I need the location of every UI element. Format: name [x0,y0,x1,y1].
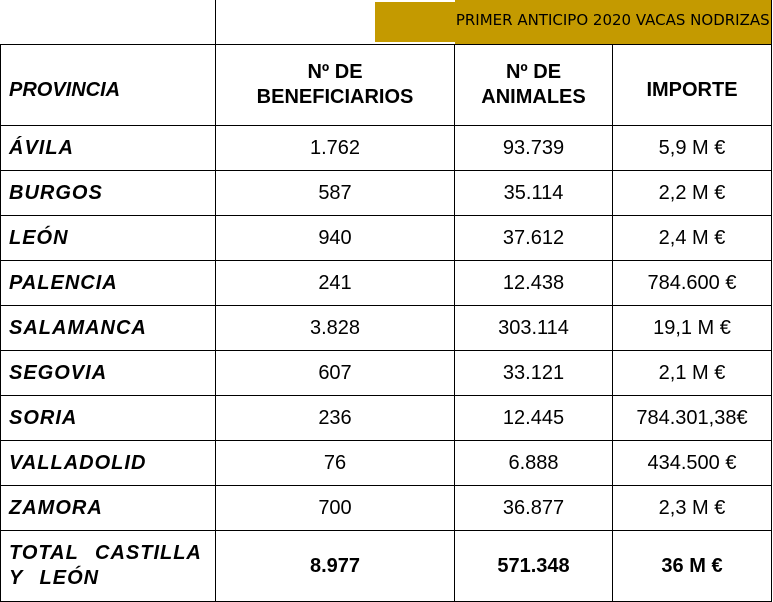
row-importe: 2,3 M € [612,485,772,531]
total-beneficiarios: 8.977 [215,530,455,602]
table-row: SALAMANCA 3.828 303.114 19,1 M € [0,305,772,351]
row-provincia: VALLADOLID [0,440,216,486]
banner-left-fill [375,2,455,42]
banner-container [215,0,455,45]
table-row: ÁVILA 1.762 93.739 5,9 M € [0,125,772,171]
total-provincia-line1: TOTAL CASTILLA [9,542,202,564]
row-provincia: SORIA [0,395,216,441]
table-row: BURGOS 587 35.114 2,2 M € [0,170,772,216]
row-animales: 36.877 [454,485,613,531]
row-beneficiarios: 1.762 [215,125,455,171]
row-animales: 93.739 [454,125,613,171]
total-importe: 36 M € [612,530,772,602]
header-beneficiarios-line2: BENEFICIARIOS [256,86,414,108]
row-provincia: ZAMORA [0,485,216,531]
row-importe: 2,1 M € [612,350,772,396]
banner-row: PRIMER ANTICIPO 2020 VACAS NODRIZAS [0,0,772,45]
row-animales: 12.445 [454,395,613,441]
row-beneficiarios: 76 [215,440,455,486]
header-row: PROVINCIA Nº DE BENEFICIARIOS Nº DE ANIM… [0,44,772,126]
row-animales: 33.121 [454,350,613,396]
header-beneficiarios: Nº DE BENEFICIARIOS [215,44,455,126]
table-row: ZAMORA 700 36.877 2,3 M € [0,485,772,531]
table-row: VALLADOLID 76 6.888 434.500 € [0,440,772,486]
row-importe: 19,1 M € [612,305,772,351]
row-animales: 303.114 [454,305,613,351]
row-animales: 6.888 [454,440,613,486]
row-beneficiarios: 700 [215,485,455,531]
row-provincia: PALENCIA [0,260,216,306]
table-row: PALENCIA 241 12.438 784.600 € [0,260,772,306]
row-provincia: SALAMANCA [0,305,216,351]
row-importe: 2,4 M € [612,215,772,261]
row-animales: 12.438 [454,260,613,306]
banner-gap [216,2,375,42]
banner-title: PRIMER ANTICIPO 2020 VACAS NODRIZAS [455,11,770,29]
row-beneficiarios: 940 [215,215,455,261]
banner-title-cell: PRIMER ANTICIPO 2020 VACAS NODRIZAS [454,0,772,45]
header-beneficiarios-line1: Nº DE [307,61,363,83]
table-row: SEGOVIA 607 33.121 2,1 M € [0,350,772,396]
header-provincia: PROVINCIA [0,44,216,126]
header-animales: Nº DE ANIMALES [454,44,613,126]
row-importe: 2,2 M € [612,170,772,216]
blank-cell [0,0,216,45]
row-animales: 35.114 [454,170,613,216]
table-row: SORIA 236 12.445 784.301,38€ [0,395,772,441]
table-body: ÁVILA 1.762 93.739 5,9 M € BURGOS 587 35.114 2,… [0,125,772,531]
row-importe: 5,9 M € [612,125,772,171]
row-beneficiarios: 236 [215,395,455,441]
row-provincia: LEÓN [0,215,216,261]
row-beneficiarios: 607 [215,350,455,396]
row-beneficiarios: 241 [215,260,455,306]
total-animales: 571.348 [454,530,613,602]
header-animales-line1: Nº DE [505,61,562,83]
row-provincia: SEGOVIA [0,350,216,396]
row-importe: 784.600 € [612,260,772,306]
row-beneficiarios: 3.828 [215,305,455,351]
row-provincia: BURGOS [0,170,216,216]
total-row: TOTAL CASTILLA Y LEÓN 8.977 571.348 36 M… [0,530,772,602]
header-animales-line2: ANIMALES [481,86,586,108]
row-importe: 434.500 € [612,440,772,486]
row-provincia: ÁVILA [0,125,216,171]
header-importe: IMPORTE [612,44,772,126]
row-beneficiarios: 587 [215,170,455,216]
table-row: LEÓN 940 37.612 2,4 M € [0,215,772,261]
row-animales: 37.612 [454,215,613,261]
total-provincia-line2: Y LEÓN [9,567,100,589]
total-provincia: TOTAL CASTILLA Y LEÓN [0,530,216,602]
row-importe: 784.301,38€ [612,395,772,441]
